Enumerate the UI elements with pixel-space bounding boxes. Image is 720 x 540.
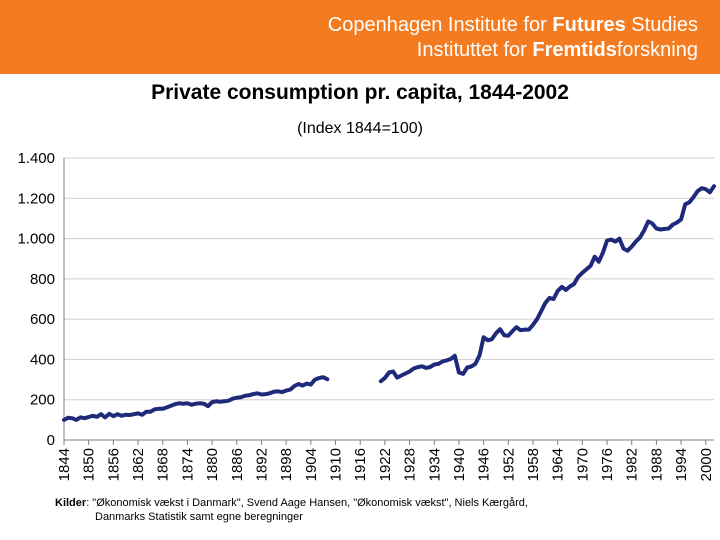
x-tick-label: 1946	[476, 448, 493, 481]
x-tick-label: 1850	[81, 448, 98, 481]
x-tick-label: 1910	[328, 448, 345, 481]
y-tick-label: 600	[30, 311, 55, 328]
y-tick-label: 800	[30, 271, 55, 288]
x-tick-label: 1940	[451, 448, 468, 481]
x-tick-label: 1952	[500, 448, 517, 481]
source-line2: Danmarks Statistik samt egne beregninger	[95, 511, 303, 523]
source-note: Kilder: "Økonomisk vækst i Danmark", Sve…	[55, 496, 528, 524]
x-tick-label: 1916	[352, 448, 369, 481]
x-tick-label: 1886	[229, 448, 246, 481]
x-tick-labels: 1844 1850 1856 1862 1868 1874 1880 1886 1892 1898…	[56, 448, 715, 481]
x-tick-label: 1844	[56, 448, 73, 481]
x-tick-label: 1874	[179, 448, 196, 481]
source-line1: : "Økonomisk vækst i Danmark", Svend Aag…	[86, 497, 528, 509]
x-tick-label: 1988	[648, 448, 665, 481]
y-tick-label: 1.200	[17, 190, 55, 207]
x-tick-label: 1970	[574, 448, 591, 481]
header-institute-name-da: Instituttet for Fremtidsforskning	[416, 39, 698, 61]
series-line-segment	[378, 184, 716, 384]
x-tick-label: 1928	[402, 448, 419, 481]
x-tick-label: 1880	[204, 448, 221, 481]
y-tick-label: 1.000	[17, 231, 55, 248]
x-tick-label: 1898	[278, 448, 295, 481]
x-tick-label: 1994	[673, 448, 690, 481]
grid-layer	[64, 157, 714, 401]
x-tick-label: 2000	[698, 448, 715, 481]
header-banner: Copenhagen Institute for Futures Studies…	[0, 0, 720, 74]
x-tick-label: 1964	[550, 448, 567, 481]
y-tick-label: 0	[47, 432, 55, 449]
series-line-segment	[62, 375, 330, 422]
x-tick-label: 1862	[130, 448, 147, 481]
source-label: Kilder	[55, 497, 87, 509]
x-tick-label: 1976	[599, 448, 616, 481]
x-tick-label: 1934	[426, 448, 443, 481]
x-tick-label: 1982	[624, 448, 641, 481]
y-tick-label: 400	[30, 351, 55, 368]
x-tick-label: 1922	[377, 448, 394, 481]
axis-layer	[63, 158, 714, 445]
x-tick-label: 1892	[253, 448, 270, 481]
x-tick-label: 1868	[155, 448, 172, 481]
x-tick-label: 1904	[303, 448, 320, 481]
series-layer	[62, 184, 716, 422]
header-institute-name-en: Copenhagen Institute for Futures Studies	[327, 14, 698, 36]
chart-title: Private consumption pr. capita, 1844-200…	[151, 81, 569, 104]
x-tick-label: 1856	[105, 448, 122, 481]
y-tick-labels: 0 200 400 600 800 1.000 1.200 1.400	[17, 150, 55, 449]
y-tick-label: 200	[30, 392, 55, 409]
y-tick-label: 1.400	[17, 150, 55, 167]
chart-subtitle: (Index 1844=100)	[297, 120, 423, 137]
x-tick-label: 1958	[525, 448, 542, 481]
